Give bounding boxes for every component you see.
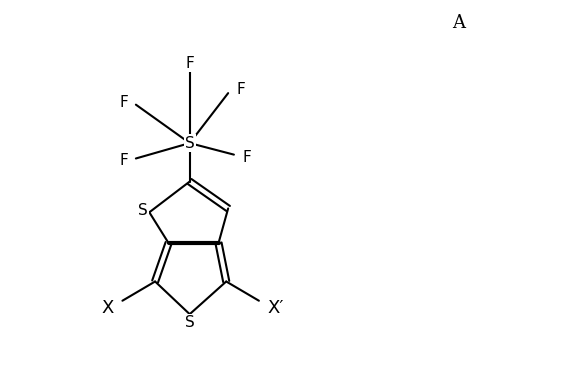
Text: S: S [185,136,194,151]
Text: F: F [237,82,245,97]
Text: S: S [137,203,147,218]
Text: F: F [185,56,194,71]
Text: F: F [242,150,251,165]
Text: A: A [453,14,465,32]
Text: X′: X′ [267,300,284,317]
Text: F: F [119,153,128,168]
Text: X: X [102,300,114,317]
Text: F: F [119,95,128,110]
Text: S: S [185,315,194,330]
